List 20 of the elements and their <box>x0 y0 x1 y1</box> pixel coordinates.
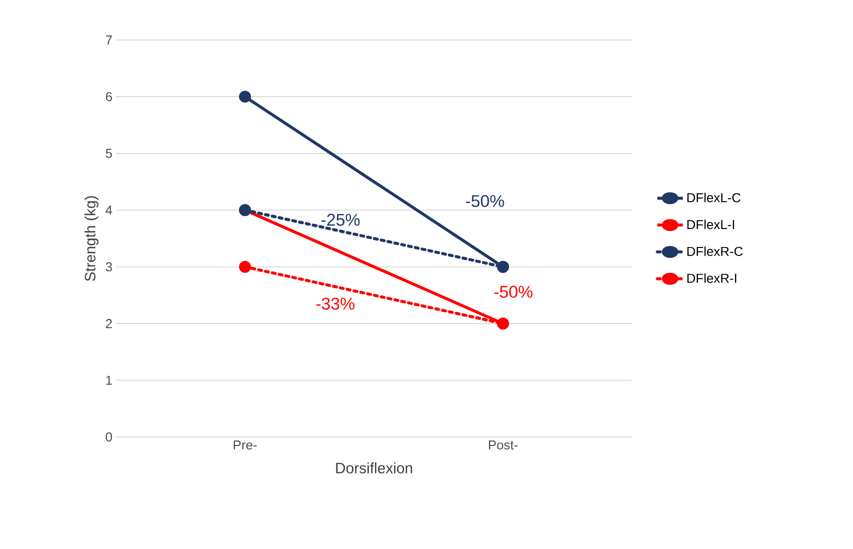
y-tick-label: 4 <box>106 206 112 215</box>
legend-label: DFlexR-I <box>687 273 736 283</box>
y-tick-label: 1 <box>106 376 112 385</box>
annotation: -50% <box>466 195 504 208</box>
annotation: -25% <box>321 214 360 226</box>
y-tick-label: 2 <box>106 319 112 328</box>
y-tick-label: 6 <box>106 92 112 102</box>
y-tick-label: 3 <box>106 262 112 272</box>
x-tick-label: Pre- <box>234 440 257 450</box>
annotation: -33% <box>316 298 354 310</box>
y-tick-label: 5 <box>106 148 112 158</box>
x-tick-label: Post- <box>488 440 518 450</box>
y-axis-title: Strength (kg) <box>84 196 98 282</box>
legend-label: DFlexR-C <box>687 246 743 256</box>
legend-label: DFlexL-I <box>687 220 734 230</box>
annotation: -50% <box>494 286 532 298</box>
x-axis-title: Dorsiflexion <box>336 462 412 474</box>
legend-label: DFlexL-C <box>687 192 741 202</box>
y-tick-label: 0 <box>106 432 112 442</box>
y-tick-label: 7 <box>106 36 112 44</box>
